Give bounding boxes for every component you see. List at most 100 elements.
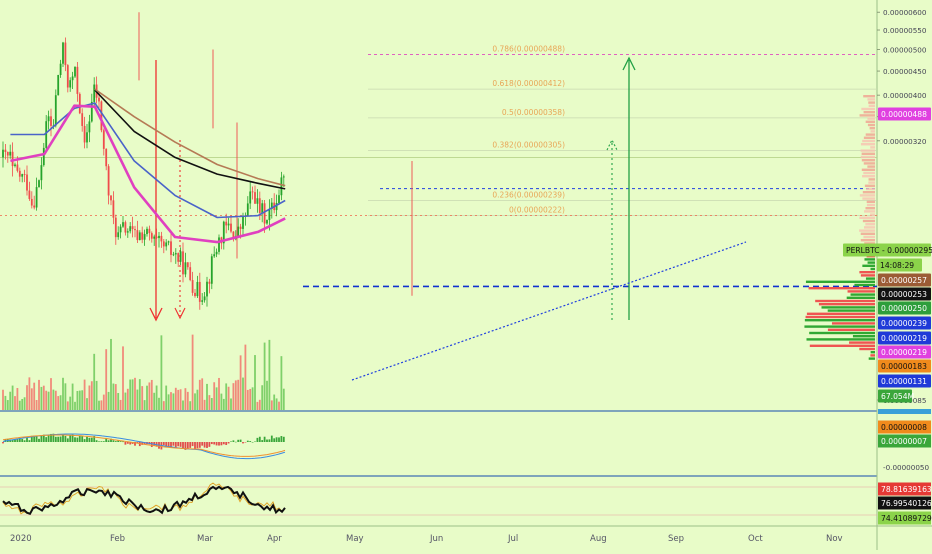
volume-bar bbox=[138, 379, 141, 410]
price-tag-text: PERLBTC - 0.00000295 bbox=[846, 246, 932, 255]
volume-bar bbox=[74, 401, 76, 410]
fib-label: 0.5(0.00000358) bbox=[502, 108, 565, 117]
price-tag-text: 0.00000131 bbox=[881, 377, 927, 386]
volume-bar bbox=[23, 397, 26, 410]
time-axis-label[interactable]: Jul bbox=[507, 534, 518, 544]
price-tag[interactable]: 14:08:29 bbox=[877, 258, 922, 272]
volume-bar bbox=[14, 396, 16, 410]
volume-profile-bar bbox=[850, 293, 875, 296]
volume-profile-bar bbox=[868, 178, 875, 181]
macd-tick-label: -0.00000050 bbox=[883, 463, 929, 472]
macd-histogram-bar bbox=[246, 440, 249, 442]
volume-bar bbox=[146, 385, 148, 410]
volume-profile-bar bbox=[860, 155, 875, 159]
volume-bar bbox=[191, 334, 194, 410]
macd-histogram-bar bbox=[174, 442, 177, 448]
price-tag[interactable]: 0.00000183 bbox=[878, 359, 931, 373]
price-tag-bg bbox=[878, 273, 931, 287]
volume-profile-bar bbox=[862, 139, 875, 143]
candle-body bbox=[218, 237, 220, 252]
candle-body bbox=[47, 116, 50, 122]
macd-histogram-bar bbox=[270, 435, 273, 442]
stochastic-panel bbox=[2, 482, 286, 516]
volume-profile-bar bbox=[827, 309, 875, 312]
drawings bbox=[149, 56, 747, 381]
macd-histogram-bar bbox=[66, 438, 69, 442]
time-axis-label[interactable]: Feb bbox=[110, 534, 125, 544]
price-tick-label: 0.00000320 bbox=[883, 137, 927, 146]
volume-profile-bar bbox=[865, 207, 875, 210]
macd-histogram-bar bbox=[4, 438, 7, 442]
price-tag[interactable]: 0.00000219 bbox=[878, 345, 931, 359]
volume-bar bbox=[122, 346, 124, 410]
time-axis-label[interactable]: Apr bbox=[267, 534, 282, 544]
time-axis-label[interactable]: Oct bbox=[748, 534, 763, 544]
candle-body bbox=[141, 232, 144, 240]
time-axis-label[interactable]: Mar bbox=[197, 534, 214, 544]
macd-histogram-bar bbox=[249, 441, 252, 442]
axis-indicator-strip bbox=[878, 409, 931, 414]
volume-profile-bar bbox=[868, 357, 875, 360]
price-axis[interactable]: 0.00000650 0.00000600 0.00000550 0.00000500… bbox=[843, 0, 932, 525]
volume-profile-bar bbox=[870, 130, 875, 133]
price-tag[interactable]: 0.00000131 bbox=[878, 374, 931, 388]
time-axis-label[interactable]: Aug bbox=[590, 534, 607, 544]
volume-profile-bar bbox=[867, 117, 875, 120]
macd-histogram-bar bbox=[23, 440, 26, 442]
macd-histogram-bar bbox=[95, 440, 98, 442]
macd-histogram-bar bbox=[203, 442, 206, 448]
time-axis-label[interactable]: Sep bbox=[668, 534, 684, 544]
price-tag[interactable]: 0.00000239 bbox=[878, 316, 931, 330]
price-tag[interactable]: 0.00000250 bbox=[878, 301, 931, 315]
macd-histogram-bar bbox=[177, 442, 180, 447]
time-axis-label[interactable]: Nov bbox=[826, 534, 843, 544]
price-tag[interactable]: 0.00000257 bbox=[878, 273, 931, 287]
candle-body bbox=[146, 228, 148, 235]
macd-histogram-bar bbox=[210, 442, 213, 445]
volume-profile-bar bbox=[859, 229, 875, 232]
candle-body bbox=[194, 292, 196, 297]
candle-body bbox=[165, 242, 168, 247]
price-tag-text: 0.00000239 bbox=[881, 319, 927, 328]
volume-profile-bar bbox=[862, 175, 875, 178]
price-tag[interactable]: 0.00000488 bbox=[878, 107, 931, 121]
volume-bar bbox=[213, 382, 216, 410]
volume-bar bbox=[18, 400, 21, 410]
price-tag[interactable]: PERLBTC - 0.00000295 bbox=[843, 243, 932, 257]
volume-bar bbox=[206, 383, 208, 410]
volume-bar bbox=[136, 389, 139, 410]
macd-histogram-bar bbox=[232, 440, 235, 442]
volume-bar bbox=[110, 338, 112, 410]
price-tag-text: 67.054M bbox=[881, 392, 914, 401]
macd-histogram-bar bbox=[42, 434, 45, 442]
volume-profile-bar bbox=[863, 171, 875, 175]
time-axis[interactable]: 2020 Feb Mar Apr May Jun Jul Aug Sep Oct Nov bbox=[10, 534, 843, 544]
volume-profile-bar bbox=[870, 146, 875, 149]
candle-body bbox=[174, 253, 177, 255]
price-tag[interactable]: 0.00000253 bbox=[878, 287, 931, 301]
candle-body bbox=[21, 174, 24, 177]
candle-body bbox=[4, 149, 7, 153]
candle-body bbox=[143, 234, 146, 240]
candle-body bbox=[26, 174, 28, 191]
time-axis-label[interactable]: 2020 bbox=[10, 534, 32, 544]
candle-body bbox=[35, 187, 38, 208]
macd-histogram-bar bbox=[184, 442, 187, 450]
candle-body bbox=[167, 241, 170, 243]
volume-bar bbox=[150, 379, 153, 410]
volume-bar bbox=[143, 400, 146, 410]
time-axis-label[interactable]: May bbox=[346, 534, 364, 544]
price-tag[interactable]: 0.00000219 bbox=[878, 331, 931, 345]
volume-profile-bar bbox=[846, 296, 875, 299]
macd-histogram-bar bbox=[9, 439, 12, 442]
candle-body bbox=[203, 296, 206, 301]
time-axis-label[interactable]: Jun bbox=[429, 534, 443, 544]
macd-histogram-bar bbox=[237, 439, 240, 442]
volume-bar bbox=[234, 380, 237, 410]
volume-profile-bar bbox=[831, 322, 875, 325]
candle-body bbox=[184, 262, 187, 275]
price-tag[interactable]: 67.054M bbox=[878, 389, 914, 403]
